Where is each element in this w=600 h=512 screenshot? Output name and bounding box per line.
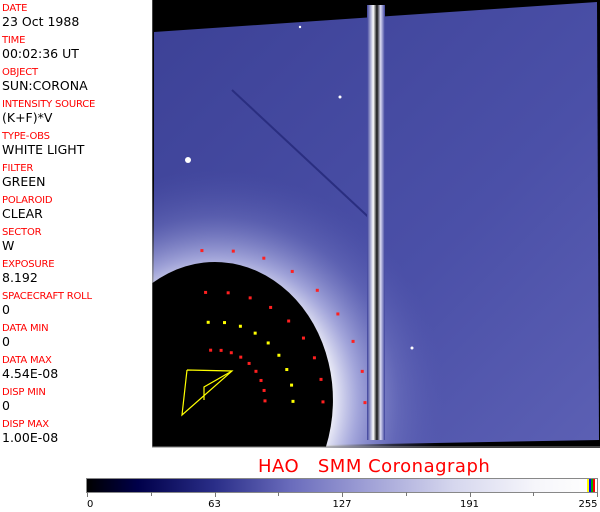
field-label: OBJECT bbox=[2, 67, 38, 78]
fiducial-dot bbox=[285, 368, 289, 372]
field-label: DATA MAX bbox=[2, 355, 52, 366]
colorbar-tick-label: 191 bbox=[459, 499, 480, 510]
field-label: DATA MIN bbox=[2, 323, 49, 334]
fiducial-dot bbox=[219, 348, 223, 352]
star bbox=[298, 25, 302, 29]
fiducial-dot bbox=[351, 339, 355, 343]
colorbar-end-marker bbox=[589, 479, 591, 492]
field-value: 0 bbox=[2, 334, 10, 349]
fiducial-dot bbox=[290, 269, 294, 273]
colorbar-tick bbox=[278, 492, 280, 496]
fiducial-dot bbox=[204, 290, 208, 294]
field-value: (K+F)*V bbox=[2, 110, 53, 125]
field-label: DISP MAX bbox=[2, 419, 49, 430]
star bbox=[338, 95, 342, 99]
fiducial-dot bbox=[301, 336, 305, 340]
fiducial-dot bbox=[277, 353, 281, 357]
field-value: WHITE LIGHT bbox=[2, 142, 85, 157]
field-value: 23 Oct 1988 bbox=[2, 14, 80, 29]
field-value: 00:02:36 UT bbox=[2, 46, 79, 61]
fiducial-dot bbox=[223, 321, 227, 325]
field-value: 4.54E-08 bbox=[2, 366, 59, 381]
fiducial-dot bbox=[319, 377, 323, 381]
star bbox=[410, 346, 414, 350]
fiducial-dot bbox=[287, 319, 291, 323]
colorbar-end-marker bbox=[591, 479, 593, 492]
colorbar-tick-label: 255 bbox=[578, 499, 598, 510]
field-label: POLAROID bbox=[2, 195, 53, 206]
fiducial-dot bbox=[312, 356, 316, 360]
colorbar-tick bbox=[150, 492, 152, 496]
field-label: INTENSITY SOURCE bbox=[2, 99, 96, 110]
fiducial-dot bbox=[262, 256, 266, 260]
field-value: 0 bbox=[2, 302, 10, 317]
colorbar-tick bbox=[405, 492, 407, 496]
fiducial-dot bbox=[291, 399, 295, 403]
fiducial-dot bbox=[253, 331, 257, 335]
coronagraph-image bbox=[152, 0, 600, 448]
colorbar-tick bbox=[469, 492, 471, 497]
fiducial-dot bbox=[321, 400, 325, 404]
fiducial-dot bbox=[315, 288, 319, 292]
fiducial-dot bbox=[360, 369, 364, 373]
colorbar-tick bbox=[342, 492, 343, 497]
fiducial-dot bbox=[262, 388, 266, 392]
colorbar bbox=[86, 478, 598, 493]
colorbar-tick bbox=[597, 492, 598, 497]
fiducial-dot bbox=[238, 324, 242, 328]
fiducial-dot bbox=[269, 305, 273, 309]
yellow-inner-line bbox=[203, 370, 233, 400]
colorbar-tick-label: 127 bbox=[332, 499, 352, 510]
colorbar-end-marker bbox=[587, 479, 589, 492]
field-label: DATE bbox=[2, 3, 28, 14]
field-label: SPACECRAFT ROLL bbox=[2, 291, 92, 302]
field-value: W bbox=[2, 238, 15, 253]
fiducial-dot bbox=[263, 399, 267, 403]
field-value: SUN:CORONA bbox=[2, 78, 88, 93]
field-value: GREEN bbox=[2, 174, 46, 189]
fiducial-dot bbox=[259, 378, 263, 382]
fiducial-dot bbox=[231, 249, 235, 253]
fiducial-dot bbox=[363, 401, 367, 405]
fiducial-dot bbox=[254, 369, 258, 373]
colorbar-end-marker bbox=[593, 479, 595, 492]
yellow-triangle-overlay bbox=[181, 369, 234, 417]
colorbar-tick bbox=[533, 492, 535, 496]
star bbox=[185, 157, 191, 163]
colorbar-tick bbox=[87, 492, 88, 497]
fiducial-dot bbox=[200, 249, 204, 253]
fiducial-dots bbox=[200, 249, 367, 405]
fiducial-dot bbox=[247, 361, 251, 365]
fiducial-dot bbox=[290, 383, 294, 387]
field-value: 1.00E-08 bbox=[2, 430, 59, 445]
fiducial-dot bbox=[336, 312, 340, 316]
fiducial-dot bbox=[206, 320, 210, 324]
fiducial-dot bbox=[239, 355, 243, 359]
occulter-disk bbox=[152, 262, 333, 447]
header-info-panel: DATE 23 Oct 1988 TIME 00:02:36 UT OBJECT SUN:… bbox=[0, 0, 150, 450]
fiducial-dot bbox=[229, 351, 233, 355]
fiducial-dot bbox=[248, 296, 252, 300]
colorbar-tick bbox=[214, 492, 216, 497]
field-value: CLEAR bbox=[2, 206, 43, 221]
fiducial-dot bbox=[226, 291, 230, 295]
field-label: TYPE-OBS bbox=[2, 131, 50, 142]
field-label: TIME bbox=[2, 35, 26, 46]
fiducial-dot bbox=[266, 341, 270, 345]
field-label: SECTOR bbox=[2, 227, 42, 238]
pylon-shadow bbox=[231, 89, 378, 226]
fiducial-dot bbox=[209, 348, 213, 352]
field-value: 8.192 bbox=[2, 270, 38, 285]
field-label: EXPOSURE bbox=[2, 259, 55, 270]
colorbar-tick-label: 0 bbox=[87, 499, 94, 510]
field-label: DISP MIN bbox=[2, 387, 46, 398]
instrument-title: HAO SMM Coronagraph bbox=[258, 456, 491, 477]
colorbar-tick-label: 63 bbox=[208, 499, 221, 510]
field-value: 0 bbox=[2, 398, 10, 413]
field-label: FILTER bbox=[2, 163, 34, 174]
bright-streak bbox=[367, 5, 385, 440]
